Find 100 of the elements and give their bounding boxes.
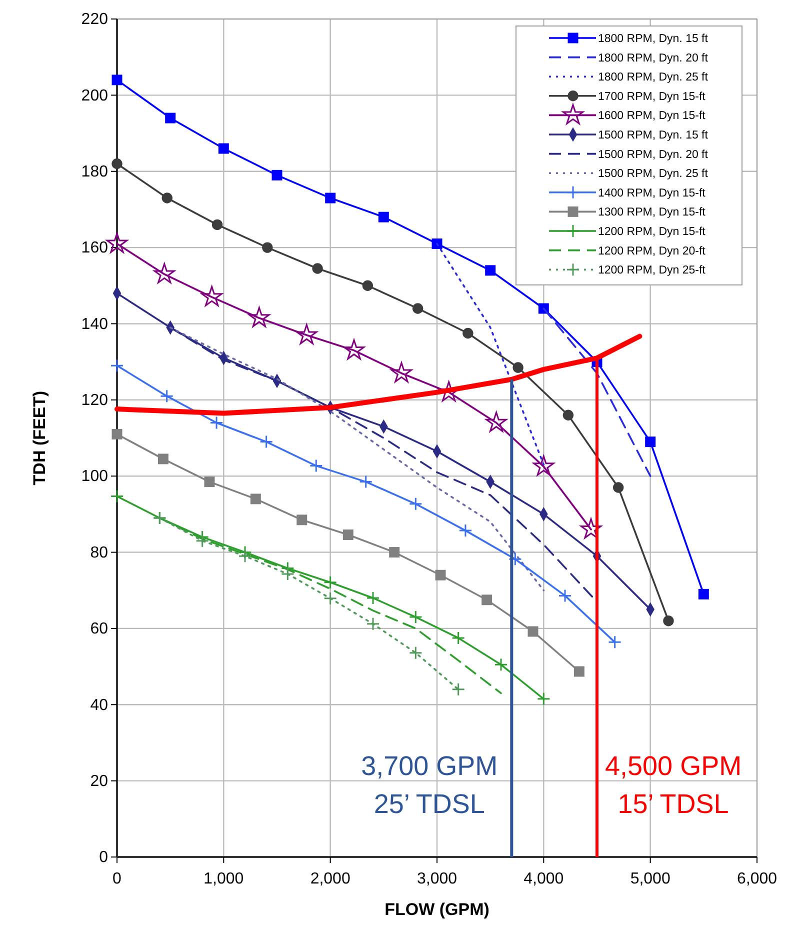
point [408, 646, 422, 660]
legend-label: 1200 RPM, Dyn 25-ft [598, 264, 706, 277]
point [312, 263, 323, 274]
point [262, 242, 273, 253]
point [482, 594, 492, 606]
legend-label: 1200 RPM, Dyn 20-ft [598, 245, 706, 258]
legend-label: 1500 RPM, Dyn. 20 ft [598, 148, 709, 161]
point [309, 459, 323, 473]
point [112, 74, 122, 86]
point [485, 265, 496, 276]
x-tick-label: 5,000 [630, 870, 670, 888]
point [408, 610, 422, 624]
point [296, 514, 308, 526]
point [204, 476, 215, 488]
point [106, 232, 128, 253]
legend-label: 1400 RPM, Dyn 15-ft [598, 187, 706, 200]
point [112, 158, 122, 170]
point [362, 280, 374, 291]
point [343, 339, 365, 360]
point [528, 626, 538, 637]
legend-label: 1800 RPM, Dyn. 25 ft [598, 72, 709, 84]
point [508, 552, 522, 566]
x-tick-label: 6,000 [736, 870, 778, 888]
point [536, 692, 550, 706]
point [462, 328, 474, 339]
y-tick-label: 120 [81, 392, 108, 410]
point [612, 482, 624, 493]
y-tick-label: 180 [81, 163, 108, 180]
point [359, 475, 373, 489]
legend-label: 1200 RPM, Dyn 15-ft [598, 226, 706, 238]
point [201, 286, 222, 306]
point [160, 389, 174, 403]
ref-line-label: 3,700 GPM 25’ TDSL [361, 751, 498, 819]
point [452, 631, 466, 645]
point [408, 497, 422, 511]
point [558, 588, 572, 602]
point [110, 358, 124, 372]
point [272, 170, 282, 180]
x-tick-label: 3,000 [416, 870, 458, 888]
ref-line-label: 4,500 GPM 15’ TDSL [605, 751, 742, 819]
y-tick-label: 80 [90, 544, 108, 562]
legend-label: 1700 RPM, Dyn 15-ft [598, 90, 706, 103]
point [280, 567, 294, 581]
point [260, 435, 274, 449]
point [154, 263, 175, 284]
legend-label: 1600 RPM, Dyn 15-ft [598, 110, 706, 122]
point [452, 682, 466, 696]
legend-label: 1800 RPM, Dyn. 15 ft [598, 33, 709, 45]
point [212, 219, 223, 230]
point [390, 362, 412, 382]
point [296, 324, 318, 344]
point [645, 436, 656, 448]
point [366, 591, 380, 605]
y-tick-label: 20 [90, 772, 108, 790]
point [238, 549, 252, 563]
point [324, 576, 338, 590]
legend-label: 1300 RPM, Dyn 15-ft [598, 206, 706, 219]
point [210, 416, 224, 430]
point [574, 666, 584, 677]
legend-label: 1500 RPM, Dyn. 15 ft [598, 130, 709, 142]
point [412, 303, 424, 314]
point [458, 524, 472, 538]
point [512, 362, 524, 373]
point [389, 547, 400, 558]
point [196, 534, 210, 548]
legend-label: 1800 RPM, Dyn. 20 ft [598, 52, 709, 64]
point [250, 494, 261, 504]
point [342, 530, 354, 540]
point [378, 212, 389, 222]
point [562, 410, 574, 420]
point [112, 428, 122, 440]
y-axis-title: TDH (FEET) [30, 390, 49, 486]
x-tick-label: 1,000 [204, 870, 244, 888]
point [494, 658, 508, 672]
point [435, 570, 446, 580]
point [158, 454, 168, 464]
y-tick-label: 40 [90, 696, 108, 714]
point [110, 490, 124, 504]
point [248, 306, 270, 328]
point [698, 588, 709, 600]
point [218, 143, 229, 154]
y-tick-label: 200 [81, 87, 108, 104]
point [165, 112, 176, 124]
point [663, 615, 674, 626]
legend-label: 1500 RPM, Dyn. 25 ft [598, 168, 709, 180]
x-tick-label: 4,000 [524, 870, 564, 888]
y-tick-label: 0 [99, 849, 108, 866]
y-tick-label: 140 [81, 316, 108, 333]
y-tick-label: 100 [81, 468, 108, 486]
point [324, 592, 338, 606]
y-tick-label: 160 [81, 240, 108, 257]
x-tick-label: 2,000 [310, 870, 350, 888]
point [366, 617, 380, 631]
point [325, 192, 336, 204]
y-tick-label: 220 [81, 11, 108, 28]
point [162, 192, 172, 204]
point [486, 412, 507, 432]
point [608, 635, 622, 649]
point [533, 455, 554, 476]
point [580, 518, 602, 539]
